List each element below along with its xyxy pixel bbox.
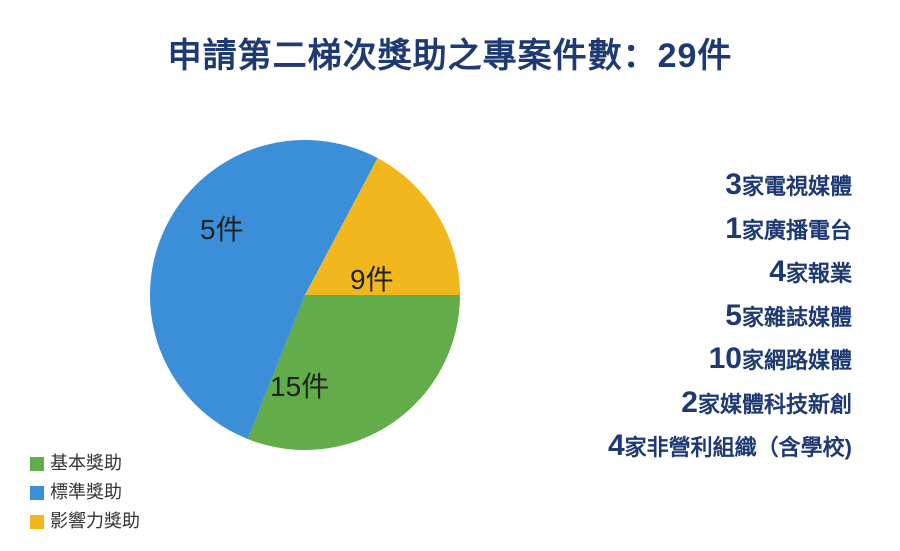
breakdown-item: 3家電視媒體 bbox=[532, 166, 852, 204]
page-title: 申請第二梯次獎助之專案件數：29件 bbox=[0, 28, 900, 77]
breakdown-item: 4家報業 bbox=[532, 253, 852, 291]
breakdown-label: 家雜誌媒體 bbox=[742, 305, 852, 330]
breakdown-count: 2 bbox=[681, 386, 698, 419]
legend-swatch bbox=[30, 486, 44, 500]
legend-item: 基本獎助 bbox=[30, 450, 140, 477]
legend-swatch bbox=[30, 515, 44, 529]
breakdown-item: 5家雜誌媒體 bbox=[532, 297, 852, 335]
breakdown-item: 10家網路媒體 bbox=[532, 340, 852, 378]
breakdown-label: 家網路媒體 bbox=[742, 348, 852, 373]
breakdown-item: 4家非營利組織（含學校) bbox=[532, 427, 852, 465]
legend-item: 標準獎助 bbox=[30, 479, 140, 506]
pie-slice-label: 15件 bbox=[270, 365, 329, 405]
breakdown-label: 家電視媒體 bbox=[742, 174, 852, 199]
breakdown-count: 10 bbox=[709, 342, 742, 375]
breakdown-label: 家廣播電台 bbox=[742, 218, 852, 243]
breakdown-label: 家媒體科技新創 bbox=[698, 392, 852, 417]
legend-label: 影響力獎助 bbox=[50, 508, 140, 535]
breakdown-item: 2家媒體科技新創 bbox=[532, 384, 852, 422]
breakdown-item: 1家廣播電台 bbox=[532, 210, 852, 248]
breakdown-count: 4 bbox=[608, 429, 625, 462]
breakdown-count: 4 bbox=[769, 255, 786, 288]
breakdown-count: 1 bbox=[725, 212, 742, 245]
breakdown-label: 家報業 bbox=[786, 261, 852, 286]
pie-chart: 9件 15件 5件 bbox=[150, 140, 460, 450]
breakdown-count: 3 bbox=[725, 168, 742, 201]
breakdown-count: 5 bbox=[725, 299, 742, 332]
legend-label: 基本獎助 bbox=[50, 450, 122, 477]
legend-item: 影響力獎助 bbox=[30, 508, 140, 535]
pie-slice-label: 9件 bbox=[350, 258, 394, 298]
legend-swatch bbox=[30, 457, 44, 471]
legend: 基本獎助標準獎助影響力獎助 bbox=[30, 450, 140, 537]
legend-label: 標準獎助 bbox=[50, 479, 122, 506]
breakdown-list: 3家電視媒體1家廣播電台4家報業5家雜誌媒體10家網路媒體2家媒體科技新創4家非… bbox=[532, 160, 852, 471]
pie-slice-label: 5件 bbox=[200, 208, 244, 248]
breakdown-label: 家非營利組織（含學校) bbox=[625, 435, 852, 460]
